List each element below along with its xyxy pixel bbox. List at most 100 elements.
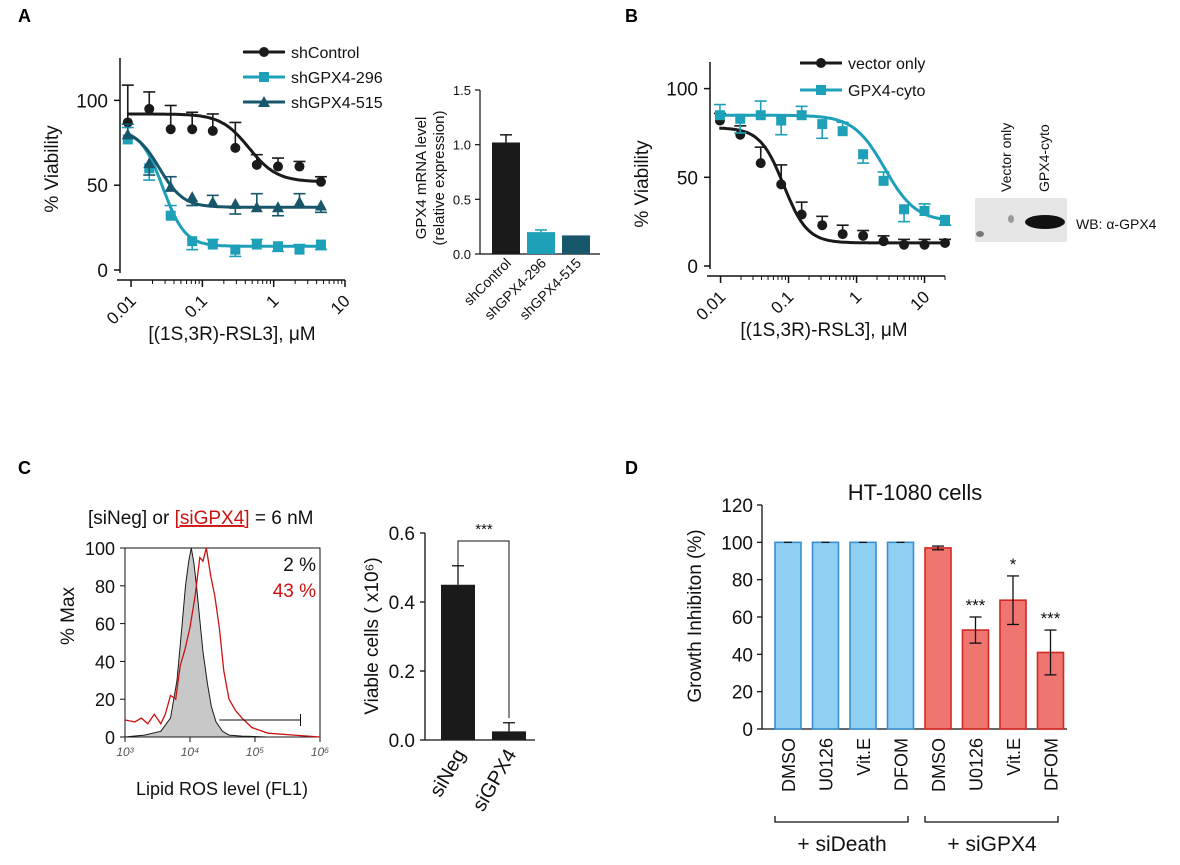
y-tick-label: 0.5 [453,192,471,207]
data-point [314,199,327,211]
data-point [755,110,766,121]
data-point [817,220,828,231]
data-point [817,119,828,130]
chart-a-dose-response: 0 50 100 0.01 0.1 1 10 % Viability [(1S,3R)-RSL3… [42,45,383,345]
y-tick-label: 80 [95,577,115,597]
data-point [273,161,284,172]
x-tick-label: 0.01 [693,287,730,324]
data-point [858,149,869,160]
x-tick-label: 0.1 [181,291,211,321]
data-point [796,209,807,220]
data-point [164,180,177,192]
y-tick-label: 20 [732,683,753,704]
data-point [273,241,284,252]
data-point [250,201,263,213]
x-axis-label: [(1S,3R)-RSL3], μM [740,320,907,341]
panel-label-c: C [18,458,31,478]
data-point [187,236,198,247]
significance-label: *** [475,521,493,538]
data-point [899,239,910,250]
data-point [858,230,869,241]
y-tick-label: 60 [95,615,115,635]
data-point [294,161,305,172]
y-axis-label: % Viability [632,140,653,228]
bar [774,541,802,730]
x-tick-label: Vit.E [1004,738,1024,776]
group-label: + siDeath [797,833,886,856]
significance-label: *** [966,596,986,615]
x-tick-label: siNeg [426,746,471,801]
legend-marker [816,58,826,68]
blot-lane-label: GPX4-cyto [1036,124,1052,192]
bar [961,629,990,730]
panel-label-b: B [625,6,638,26]
legend-label: shControl [291,45,359,62]
blot-band [1025,215,1065,229]
x-tick-label: siGPX4 [468,746,521,816]
series-gpx4-cyto [713,100,951,226]
y-tick-label: 0.6 [389,524,415,545]
x-tick-label: DMSO [779,738,799,792]
data-point [714,110,725,121]
series-shgpx4-296 [121,126,327,258]
x-tick-label: 10⁶ [311,745,329,759]
group-bracket [924,816,1059,823]
legend-label: shGPX4-515 [291,95,383,112]
y-tick-label: 0.4 [389,593,416,614]
y-tick-label: 40 [95,652,115,672]
y-axis-label: % Max [58,586,79,645]
percent-label-sigpx4: 43 % [273,581,316,602]
y-axis-label: Viable cells ( x10⁶) [362,557,383,714]
y-tick-label: 50 [87,176,108,197]
x-tick-label: 10 [327,291,354,318]
data-point [315,176,326,187]
x-tick-label: 1 [262,291,282,311]
significance-label: *** [1041,609,1061,628]
legend-label: shGPX4-296 [291,70,383,87]
legend-marker [259,47,269,57]
x-axis-label: [(1S,3R)-RSL3], μM [148,324,315,345]
x-tick-label: 10 [907,287,934,314]
y-tick-label: 0 [105,728,115,748]
data-point [878,175,889,186]
x-tick-label: U0126 [967,738,987,791]
x-tick-label: DFOM [1042,738,1062,791]
data-point [837,126,848,137]
data-point [122,117,133,128]
bar [562,235,590,254]
bar [492,142,520,254]
data-point [206,196,219,208]
y-tick-label: 100 [721,533,753,554]
y-tick-label: 40 [732,645,753,666]
series-shgpx4-515 [121,123,327,217]
y-tick-label: 0.0 [389,731,415,752]
histogram-sineg [124,547,320,738]
y-tick-label: 0.2 [389,662,415,683]
fit-curve [127,112,323,183]
significance-bracket [457,540,510,718]
y-tick-label: 100 [85,539,115,559]
data-point [143,157,156,169]
significance-label: * [1010,555,1017,574]
y-tick-label: 1.0 [453,138,471,153]
y-tick-label: 100 [666,80,698,101]
group-label: + siGPX4 [947,833,1037,856]
y-tick-label: 80 [732,571,753,592]
data-point [294,244,305,255]
blot-faint-band [1008,215,1014,223]
y-tick-label: 0.0 [453,247,471,262]
data-point [796,110,807,121]
fit-curve [719,113,947,222]
chart-b-dose-response: 0 50 100 0.01 0.1 1 10 % Viability [(1S,3R)-RSL3… [632,56,951,341]
y-tick-label: 20 [95,690,115,710]
chart-a-mrna-bars: 0.00.51.01.5shControlshGPX4-296shGPX4-51… [413,83,600,323]
y-tick-label: 0 [97,261,108,282]
data-point [251,159,262,170]
panel-label-a: A [18,6,31,26]
y-tick-label: 0 [687,257,698,278]
data-point [230,142,241,153]
plot-frame [124,547,321,738]
x-tick-label: 10⁵ [246,745,264,759]
blot-label: WB: α-GPX4 [1076,216,1157,232]
